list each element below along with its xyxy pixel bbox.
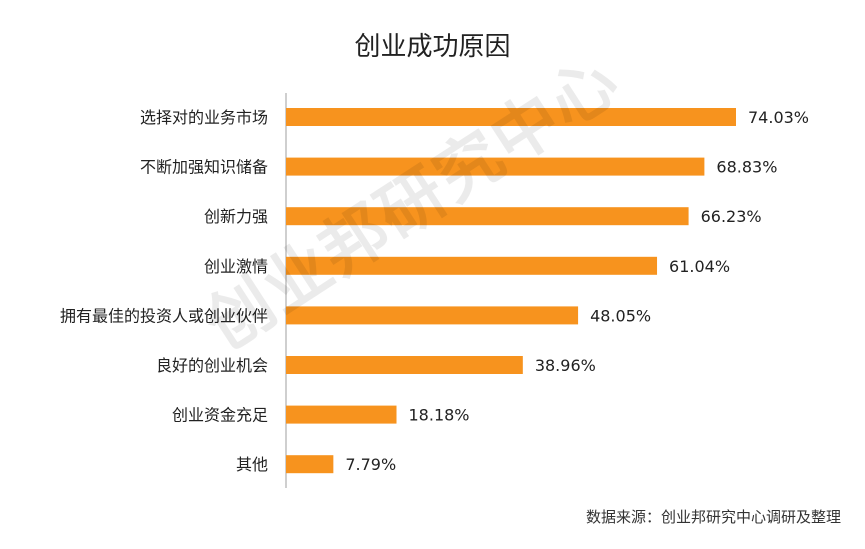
category-label: 选择对的业务市场 (140, 108, 268, 127)
category-label: 创业激情 (204, 257, 268, 276)
data-label: 68.83% (716, 158, 777, 177)
data-label: 18.18% (409, 406, 470, 425)
category-label: 拥有最佳的投资人或创业伙伴 (60, 306, 268, 325)
bar (286, 108, 736, 126)
bar (286, 306, 579, 325)
data-label: 7.79% (345, 455, 396, 474)
category-label: 其他 (236, 455, 268, 474)
data-label: 66.23% (701, 207, 762, 226)
source-note: 数据来源：创业邦研究中心调研及整理 (585, 508, 841, 526)
bar (286, 157, 705, 176)
data-label: 48.05% (590, 306, 651, 325)
data-label: 74.03% (748, 108, 809, 127)
category-label: 不断加强知识储备 (140, 158, 268, 177)
category-label: 良好的创业机会 (156, 356, 268, 375)
bar (286, 455, 334, 474)
data-label: 38.96% (535, 356, 596, 375)
bar (286, 207, 689, 226)
category-label: 创新力强 (204, 207, 268, 226)
bar (286, 356, 523, 374)
bar (286, 256, 658, 275)
chart-title: 创业成功原因 (354, 32, 511, 62)
data-label: 61.04% (669, 257, 730, 276)
category-label: 创业资金充足 (172, 406, 268, 425)
bar (286, 405, 397, 424)
